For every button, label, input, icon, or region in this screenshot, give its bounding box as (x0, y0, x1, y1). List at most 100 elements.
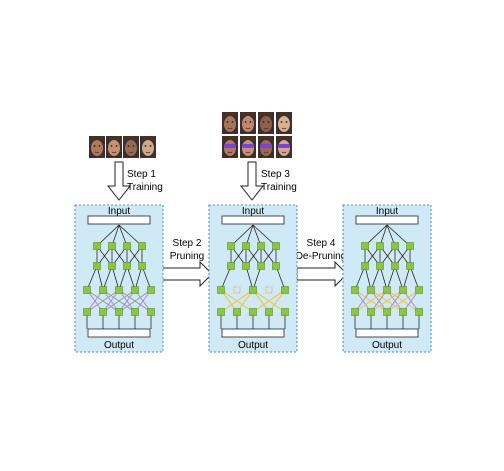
training-faces-row (89, 136, 156, 158)
neuron (123, 242, 131, 250)
step1-label-line2: Training (127, 182, 163, 193)
neuron (249, 308, 257, 316)
face-photo-icon (258, 136, 274, 158)
neuron (351, 308, 359, 316)
step3-down-arrow-icon (239, 161, 265, 201)
network-nodes (217, 242, 289, 316)
neuron (383, 308, 391, 316)
face-photo-icon (258, 112, 274, 134)
neuron (138, 242, 146, 250)
neuron (147, 286, 155, 294)
neuron (242, 242, 250, 250)
neuron (281, 308, 289, 316)
input-label: Input (376, 206, 398, 217)
neuron (123, 262, 131, 270)
neuron (367, 308, 375, 316)
step1-label-line1: Step 1 (127, 169, 156, 180)
neuron (376, 242, 384, 250)
network-panel-de-pruned: Input Output (342, 204, 432, 353)
face-photo-icon (240, 112, 256, 134)
neuron (242, 262, 250, 270)
face-photo-icon (222, 136, 238, 158)
neuron (217, 286, 225, 294)
neuron (99, 286, 107, 294)
neuron (99, 308, 107, 316)
face-photo-icon (276, 136, 292, 158)
network-nodes (351, 242, 423, 316)
neuron (265, 308, 273, 316)
output-label: Output (238, 340, 268, 351)
neuron (227, 262, 235, 270)
masked-faces-grid (222, 112, 292, 158)
network-panel-trained: Input Output (74, 204, 164, 353)
step4-label-line2: De-Pruning (296, 251, 347, 262)
output-layer-box (221, 328, 285, 338)
eye-mask-icon (242, 144, 254, 148)
neuron (399, 286, 407, 294)
step4-label-line1: Step 4 (307, 238, 336, 249)
neuron (93, 262, 101, 270)
neuron (233, 308, 241, 316)
input-layer-box (355, 215, 419, 225)
neuron (115, 286, 123, 294)
face-photo-icon (240, 136, 256, 158)
neuron (351, 286, 359, 294)
pruned-neuron (265, 286, 273, 294)
face-photo-icon (89, 136, 105, 158)
neuron (361, 242, 369, 250)
network-nodes (83, 242, 155, 316)
face-photo-icon (106, 136, 122, 158)
face-photo-icon (222, 112, 238, 134)
neuron (227, 242, 235, 250)
neuron (147, 308, 155, 316)
pruned-neuron (233, 286, 241, 294)
face-photo-icon (123, 136, 139, 158)
neuron (83, 286, 91, 294)
neuron (383, 286, 391, 294)
neuron (131, 308, 139, 316)
neuron (138, 262, 146, 270)
neuron (257, 242, 265, 250)
neuron (367, 286, 375, 294)
neuron (391, 242, 399, 250)
neuron (415, 308, 423, 316)
neuron (406, 242, 414, 250)
neuron (399, 308, 407, 316)
neuron (257, 262, 265, 270)
eye-mask-icon (260, 144, 272, 148)
input-label: Input (108, 206, 130, 217)
step2-label-line1: Step 2 (173, 238, 202, 249)
neuron (272, 262, 280, 270)
neuron (391, 262, 399, 270)
input-layer-box (221, 215, 285, 225)
neuron (108, 262, 116, 270)
neuron (217, 308, 225, 316)
step3-label-line2: Training (261, 182, 297, 193)
output-layer-box (87, 328, 151, 338)
neuron (415, 286, 423, 294)
step4-right-arrow-icon (296, 260, 348, 288)
input-label: Input (242, 206, 264, 217)
face-photo-icon (140, 136, 156, 158)
input-layer-box (87, 215, 151, 225)
step2-right-arrow-icon (161, 260, 213, 288)
output-label: Output (372, 340, 402, 351)
neuron (108, 242, 116, 250)
face-photo-icon (276, 112, 292, 134)
step1-down-arrow-icon (106, 161, 132, 201)
neuron (115, 308, 123, 316)
eye-mask-icon (224, 144, 236, 148)
neuron (131, 286, 139, 294)
neuron (376, 262, 384, 270)
eye-mask-icon (278, 144, 290, 148)
neuron (281, 286, 289, 294)
output-label: Output (104, 340, 134, 351)
neuron (406, 262, 414, 270)
step3-label-line1: Step 3 (261, 169, 290, 180)
neuron (272, 242, 280, 250)
neuron (361, 262, 369, 270)
neuron (93, 242, 101, 250)
step2-label-line2: Pruning (170, 251, 204, 262)
